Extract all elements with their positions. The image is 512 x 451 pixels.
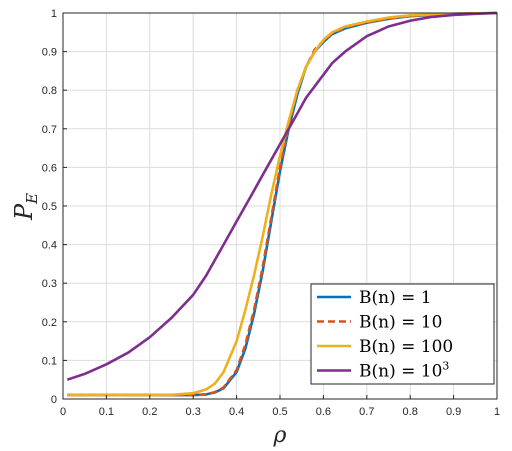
legend-label-main: B(n) = 10 <box>359 313 442 333</box>
legend-label-3: B(n) = 100 <box>359 337 453 357</box>
y-tick-label: 0.3 <box>42 278 57 290</box>
series-line-3 <box>67 11 498 397</box>
x-tick-label: 1 <box>494 406 500 418</box>
legend-label-main: B(n) = 1 <box>359 288 432 308</box>
x-tick-label: 0.5 <box>272 406 287 418</box>
x-tick-label: 0.4 <box>229 406 244 418</box>
y-tick-label: 0.9 <box>42 47 57 59</box>
series-lines <box>66 11 498 397</box>
y-tick-label: 0.7 <box>42 124 57 136</box>
y-axis-label-subscript: E <box>23 193 41 205</box>
x-tick-label: 0.9 <box>446 406 461 418</box>
legend-box <box>310 283 495 385</box>
y-tick-label: 0.6 <box>42 162 57 174</box>
x-tick-label: 0.7 <box>359 406 374 418</box>
legend-label-superscript: 3 <box>442 360 449 373</box>
y-tick-label: 0.4 <box>42 240 57 252</box>
y-tick-label: 0 <box>51 394 57 406</box>
y-tick-label: 0.1 <box>42 355 57 367</box>
x-axis-label: ρ <box>273 423 287 448</box>
x-tick-label: 0.2 <box>142 406 157 418</box>
tick-labels: 0 0.1 0.2 0.3 0.4 0.5 0.6 0.7 0.8 0.9 1 0 0.1 0.2 0.3 0… <box>42 8 500 418</box>
x-tick-label: 0 <box>60 406 66 418</box>
legend-label-4: B(n) = 103 <box>359 360 449 382</box>
x-tick-label: 0.1 <box>99 406 114 418</box>
legend-label-main: B(n) = 100 <box>359 337 453 357</box>
y-axis-label: PE <box>10 193 41 221</box>
y-tick-label: 0.5 <box>42 201 57 213</box>
x-tick-label: 0.8 <box>403 406 418 418</box>
y-tick-label: 0.8 <box>42 85 57 97</box>
x-tick-label: 0.6 <box>316 406 331 418</box>
legend-label-1: B(n) = 1 <box>359 288 432 308</box>
x-tick-label: 0.3 <box>186 406 201 418</box>
y-tick-label: 1 <box>51 8 57 20</box>
series-line-4 <box>66 11 498 381</box>
y-tick-label: 0.2 <box>42 317 57 329</box>
y-axis-label-main: P <box>10 203 38 221</box>
legend-label-main: B(n) = 10 <box>359 362 442 382</box>
legend-label-2: B(n) = 10 <box>359 313 442 333</box>
